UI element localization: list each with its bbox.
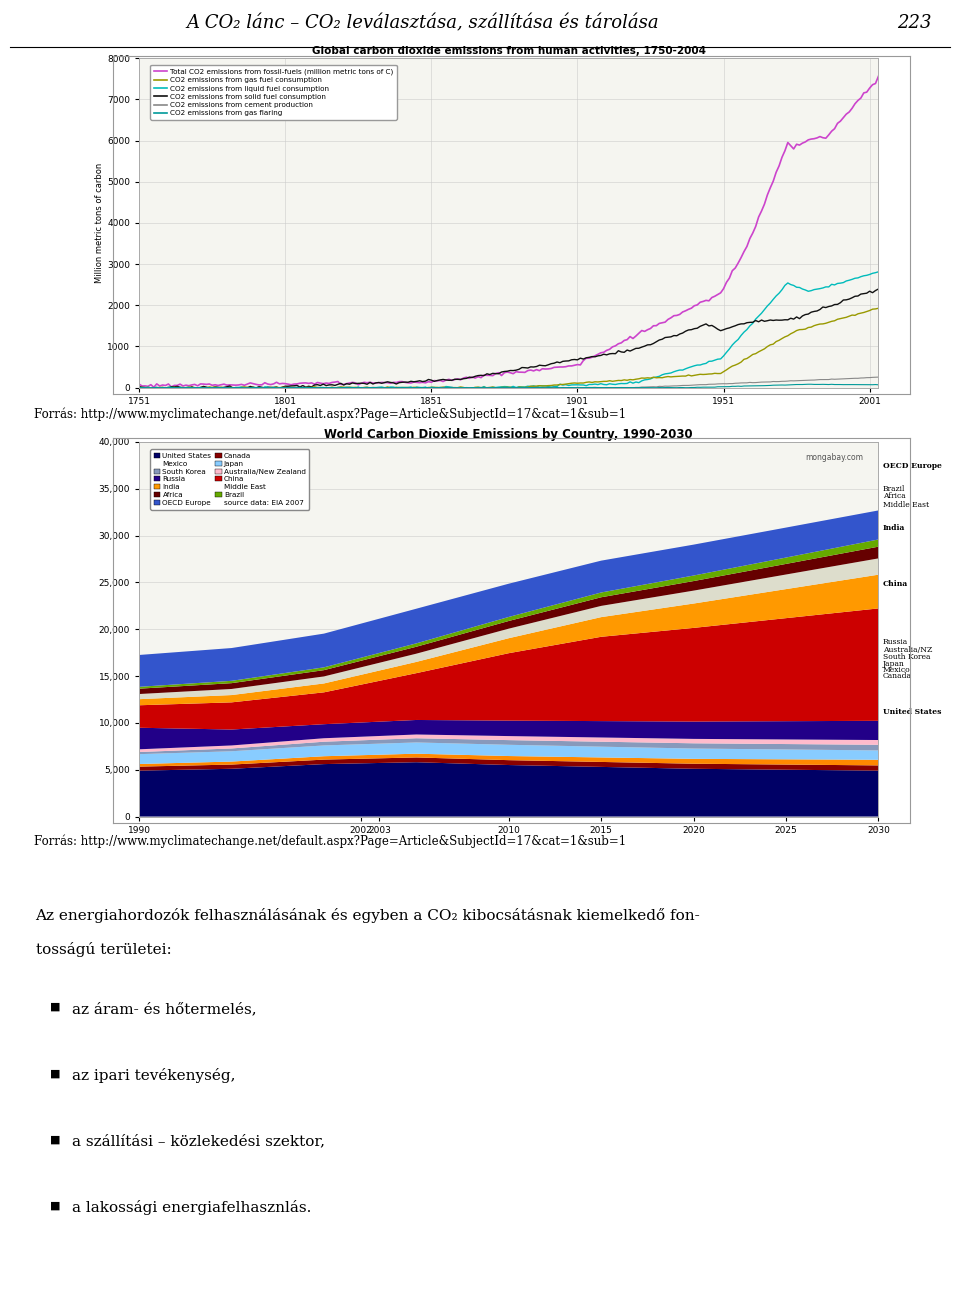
- CO2 emissions from gas flaring: [803, 376, 814, 391]
- Total CO2 emissions from fossil-fuels (million metric tons of C): [444, 372, 455, 388]
- Line: CO2 emissions from liquid fuel consumption: CO2 emissions from liquid fuel consumpti…: [139, 271, 878, 389]
- Text: Brazil: Brazil: [883, 484, 905, 492]
- Text: az ipari tevékenység,: az ipari tevékenység,: [72, 1068, 235, 1083]
- CO2 emissions from solid fuel consumption: [326, 377, 338, 393]
- CO2 emissions from gas flaring: [548, 380, 560, 395]
- CO2 emissions from gas flaring: [873, 377, 884, 393]
- Total CO2 emissions from fossil-fuels (million metric tons of C): [394, 373, 405, 389]
- CO2 emissions from liquid fuel consumption: [417, 380, 428, 395]
- CO2 emissions from gas fuel consumption: [394, 380, 405, 395]
- CO2 emissions from cement production: [324, 380, 335, 395]
- CO2 emissions from gas fuel consumption: [514, 380, 525, 395]
- CO2 emissions from gas fuel consumption: [373, 381, 385, 397]
- CO2 emissions from liquid fuel consumption: [444, 379, 455, 394]
- Text: ■: ■: [51, 1003, 60, 1012]
- Text: ■: ■: [51, 1200, 60, 1211]
- Line: CO2 emissions from gas fuel consumption: CO2 emissions from gas fuel consumption: [139, 309, 878, 389]
- Text: Russia: Russia: [883, 638, 908, 646]
- Text: Canada: Canada: [883, 672, 912, 680]
- CO2 emissions from solid fuel consumption: [142, 381, 154, 397]
- Legend: Total CO2 emissions from fossil-fuels (million metric tons of C), CO2 emissions : Total CO2 emissions from fossil-fuels (m…: [150, 65, 396, 120]
- CO2 emissions from cement production: [394, 380, 405, 395]
- CO2 emissions from solid fuel consumption: [873, 282, 884, 297]
- CO2 emissions from cement production: [332, 380, 344, 395]
- Total CO2 emissions from fossil-fuels (million metric tons of C): [417, 375, 428, 390]
- Text: a szállítási – közlekedési szektor,: a szállítási – közlekedési szektor,: [72, 1134, 325, 1149]
- CO2 emissions from gas flaring: [414, 380, 425, 395]
- Text: az áram- és hőtermelés,: az áram- és hőtermelés,: [72, 1003, 256, 1016]
- CO2 emissions from gas fuel consumption: [324, 380, 335, 395]
- Line: CO2 emissions from cement production: CO2 emissions from cement production: [139, 377, 878, 388]
- CO2 emissions from gas fuel consumption: [133, 380, 145, 395]
- Text: Forrás: http://www.myclimatechange.net/default.aspx?Page=Article&SubjectId=17&ca: Forrás: http://www.myclimatechange.net/d…: [34, 835, 626, 849]
- Total CO2 emissions from fossil-fuels (million metric tons of C): [326, 375, 338, 390]
- Line: Total CO2 emissions from fossil-fuels (million metric tons of C): Total CO2 emissions from fossil-fuels (m…: [139, 76, 878, 388]
- CO2 emissions from liquid fuel consumption: [514, 379, 525, 394]
- Total CO2 emissions from fossil-fuels (million metric tons of C): [633, 326, 644, 341]
- Text: Japan: Japan: [883, 660, 904, 668]
- CO2 emissions from gas fuel consumption: [873, 301, 884, 317]
- CO2 emissions from gas flaring: [633, 380, 644, 395]
- Text: A CO₂ lánc – CO₂ leválasztása, szállítása és tárolása: A CO₂ lánc – CO₂ leválasztása, szállítás…: [186, 14, 659, 32]
- CO2 emissions from cement production: [873, 370, 884, 385]
- Text: tosságú területei:: tosságú területei:: [36, 942, 171, 957]
- Text: Australia/NZ: Australia/NZ: [883, 646, 932, 654]
- CO2 emissions from cement production: [444, 380, 455, 395]
- CO2 emissions from liquid fuel consumption: [324, 380, 335, 395]
- Text: India: India: [883, 525, 905, 532]
- Title: Global carbon dioxide emissions from human activities, 1750-2004: Global carbon dioxide emissions from hum…: [312, 47, 706, 56]
- CO2 emissions from liquid fuel consumption: [355, 381, 367, 397]
- Text: United States: United States: [883, 708, 942, 716]
- Text: China: China: [883, 580, 908, 588]
- Text: Middle East: Middle East: [883, 501, 929, 509]
- CO2 emissions from cement production: [514, 380, 525, 395]
- CO2 emissions from gas flaring: [133, 380, 145, 395]
- CO2 emissions from solid fuel consumption: [417, 373, 428, 389]
- Text: Az energiahordozók felhasználásának és egyben a CO₂ kibocsátásnak kiemelkedő fon: Az energiahordozók felhasználásának és e…: [36, 908, 700, 924]
- CO2 emissions from gas flaring: [441, 380, 452, 395]
- Total CO2 emissions from fossil-fuels (million metric tons of C): [133, 376, 145, 391]
- CO2 emissions from gas fuel consumption: [417, 380, 428, 395]
- CO2 emissions from gas fuel consumption: [633, 371, 644, 386]
- CO2 emissions from cement production: [633, 380, 644, 395]
- Text: South Korea: South Korea: [883, 654, 930, 662]
- CO2 emissions from gas flaring: [511, 380, 522, 395]
- CO2 emissions from solid fuel consumption: [633, 341, 644, 357]
- CO2 emissions from gas flaring: [391, 380, 402, 395]
- CO2 emissions from solid fuel consumption: [133, 379, 145, 394]
- Text: ■: ■: [51, 1068, 60, 1078]
- CO2 emissions from gas flaring: [324, 380, 335, 395]
- Total CO2 emissions from fossil-fuels (million metric tons of C): [873, 68, 884, 84]
- Title: World Carbon Dioxide Emissions by Country, 1990-2030: World Carbon Dioxide Emissions by Countr…: [324, 428, 693, 441]
- Text: Mexico: Mexico: [883, 667, 910, 674]
- Text: a lakossági energiafelhasznlás.: a lakossági energiafelhasznlás.: [72, 1200, 311, 1216]
- CO2 emissions from cement production: [133, 380, 145, 395]
- Total CO2 emissions from fossil-fuels (million metric tons of C): [148, 380, 159, 395]
- Legend: United States, Mexico, South Korea, Russia, India, Africa, OECD Europe, Canada, : United States, Mexico, South Korea, Russ…: [150, 450, 309, 509]
- CO2 emissions from gas fuel consumption: [444, 380, 455, 395]
- Y-axis label: Million metric tons of carbon: Million metric tons of carbon: [95, 163, 105, 283]
- CO2 emissions from liquid fuel consumption: [873, 264, 884, 279]
- CO2 emissions from cement production: [417, 380, 428, 395]
- CO2 emissions from solid fuel consumption: [394, 375, 405, 390]
- CO2 emissions from solid fuel consumption: [514, 362, 525, 377]
- Text: OECD Europe: OECD Europe: [883, 463, 942, 470]
- Text: Forrás: http://www.myclimatechange.net/default.aspx?Page=Article&SubjectId=17&ca: Forrás: http://www.myclimatechange.net/d…: [34, 408, 626, 421]
- Total CO2 emissions from fossil-fuels (million metric tons of C): [514, 364, 525, 380]
- CO2 emissions from liquid fuel consumption: [133, 380, 145, 395]
- Text: Africa: Africa: [883, 492, 905, 500]
- CO2 emissions from liquid fuel consumption: [633, 375, 644, 390]
- Text: 223: 223: [897, 14, 931, 32]
- Line: CO2 emissions from gas flaring: CO2 emissions from gas flaring: [139, 384, 878, 388]
- Text: ■: ■: [51, 1134, 60, 1145]
- CO2 emissions from solid fuel consumption: [444, 372, 455, 388]
- Line: CO2 emissions from solid fuel consumption: CO2 emissions from solid fuel consumptio…: [139, 289, 878, 389]
- CO2 emissions from liquid fuel consumption: [394, 380, 405, 395]
- Text: mongabay.com: mongabay.com: [805, 453, 864, 463]
